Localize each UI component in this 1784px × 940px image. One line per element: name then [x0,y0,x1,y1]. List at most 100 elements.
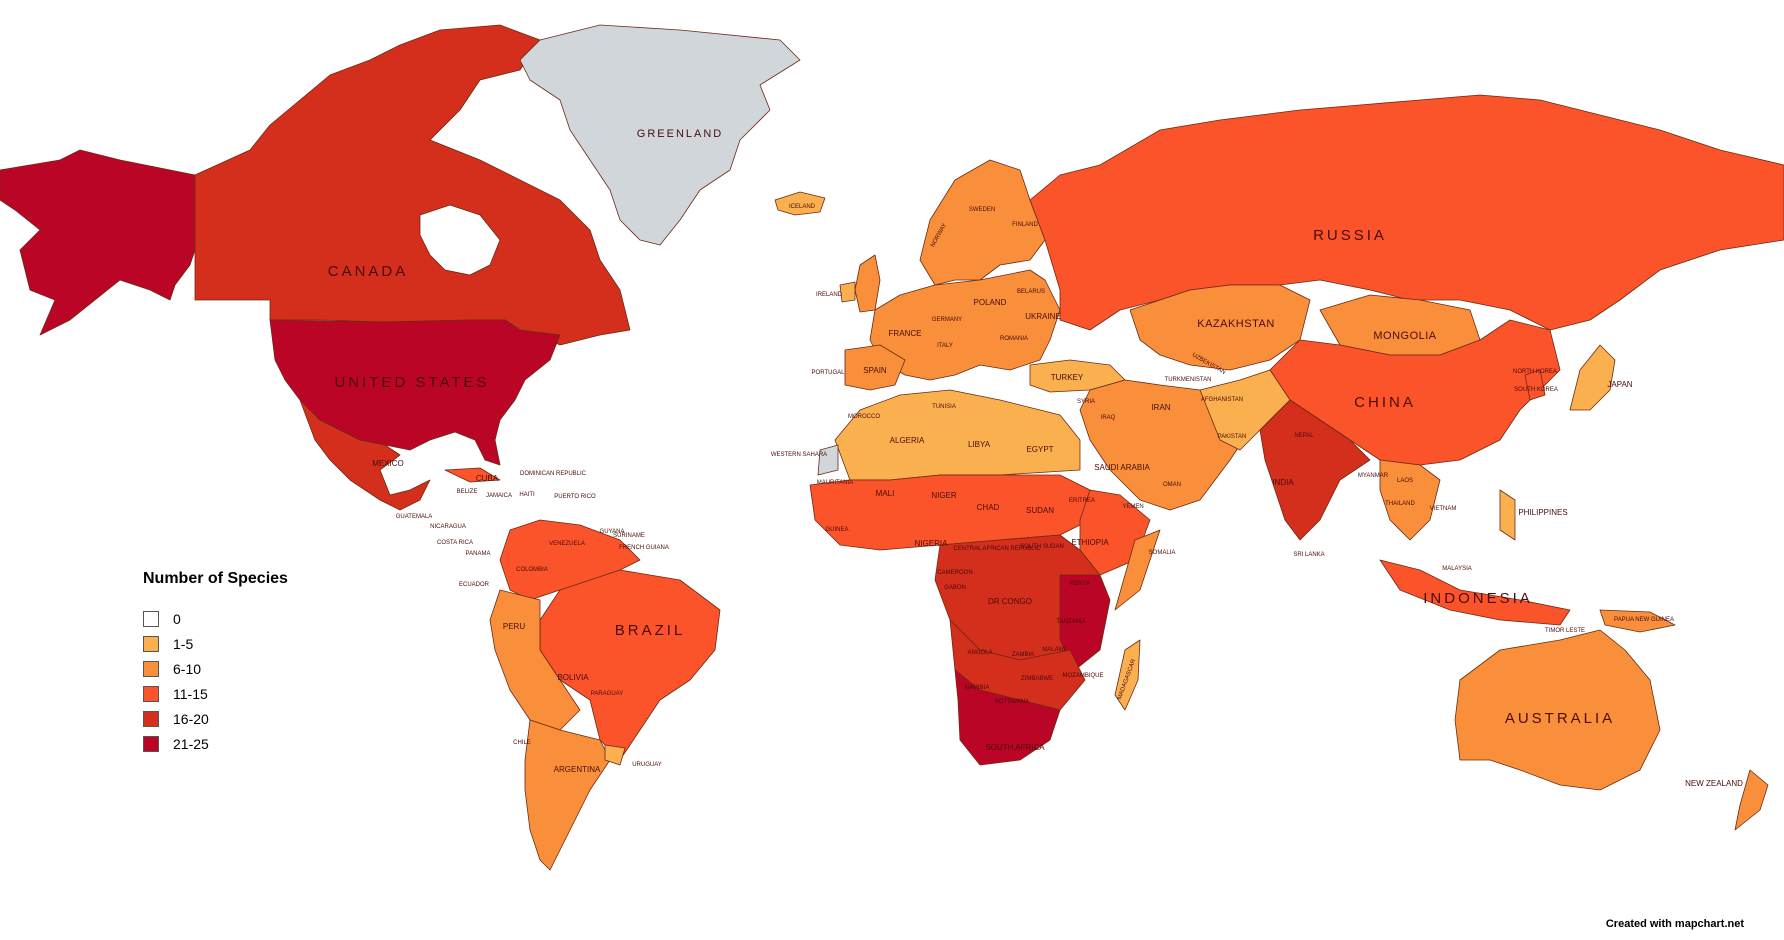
label-timor-leste: TIMOR LESTE [1545,628,1585,634]
label-iceland: ICELAND [789,204,816,210]
label-zambia: ZAMBIA [1012,652,1034,658]
country-united-states[interactable] [269,319,561,466]
label-western-sahara: WESTERN SAHARA [771,452,827,458]
country-japan[interactable] [1569,344,1616,411]
legend-row: 1-5 [143,631,288,656]
label-malawi: MALAWI [1042,647,1066,653]
label-south-africa: SOUTH AFRICA [985,743,1045,752]
label-new-zealand: NEW ZEALAND [1685,779,1743,788]
country-north-africa[interactable] [834,389,1081,481]
country-india[interactable] [1259,399,1371,541]
country-east-africa[interactable] [1059,574,1111,671]
legend-label: 6-10 [173,660,202,677]
label-turkey: TURKEY [1051,373,1084,382]
country-russia[interactable] [1029,94,1784,331]
label-saudi-arabia: SAUDI ARABIA [1094,463,1150,472]
country-madagascar[interactable] [1114,639,1141,711]
label-tunisia: TUNISIA [932,404,956,410]
country-korea[interactable] [1524,369,1546,401]
country-argentina-chile[interactable] [524,719,611,871]
legend-label: 16-20 [173,710,209,727]
label-romania: ROMANIA [1000,336,1028,342]
country-ireland[interactable] [839,281,856,303]
country-new-zealand[interactable] [1734,769,1769,831]
label-dominican-republic: DOMINICAN REPUBLIC [520,471,587,477]
country-greenland [519,24,801,246]
label-guatemala: GUATEMALA [396,514,433,520]
country-somalia[interactable] [1114,529,1161,611]
label-spain: SPAIN [863,366,887,375]
label-south-korea: SOUTH KOREA [1514,387,1558,393]
label-yemen: YEMEN [1122,504,1143,510]
country-uruguay[interactable] [604,744,626,766]
label-mozambique: MOZAMBIQUE [1062,673,1103,679]
label-brazil: BRAZIL [615,622,686,639]
label-myanmar: MYANMAR [1358,473,1389,479]
label-united-states: UNITED STATES [334,374,489,391]
country-south-africa[interactable] [954,669,1061,766]
label-eritrea: ERITREA [1069,498,1095,504]
label-afghanistan: AFGHANISTAN [1201,397,1243,403]
label-guinea: GUINEA [825,527,848,533]
country-mexico[interactable] [299,399,431,511]
label-puerto-rico: PUERTO RICO [554,494,596,500]
label-papua-new-guinea: PAPUA NEW GUINEA [1614,617,1674,623]
label-india: INDIA [1272,478,1294,487]
country-australia[interactable] [1454,629,1661,791]
country-iceland[interactable] [774,191,826,216]
legend-swatch [143,710,159,727]
label-mali: MALI [876,489,895,498]
country-philippines[interactable] [1499,489,1516,541]
label-mongolia: MONGOLIA [1373,330,1436,342]
label-ethiopia: ETHIOPIA [1071,538,1109,547]
country-uk[interactable] [854,254,881,313]
label-kazakhstan: KAZAKHSTAN [1197,318,1275,330]
legend-title: Number of Species [143,570,288,587]
label-sudan: SUDAN [1026,506,1054,515]
label-japan: JAPAN [1607,380,1632,389]
label-french-guiana: FRENCH GUIANA [619,545,669,551]
label-germany: GERMANY [932,317,962,323]
legend-swatch [143,735,159,752]
legend-swatch [143,635,159,652]
label-somalia: SOMALIA [1149,550,1176,556]
label-russia: RUSSIA [1313,227,1387,244]
legend-label: 1-5 [173,635,194,652]
country-alaska[interactable] [0,149,196,336]
label-tanzania: TANZANIA [1056,619,1085,625]
label-niger: NIGER [931,491,957,500]
label-car: CENTRAL AFRICAN REPUBLIC [953,546,1041,552]
country-southeast-asia[interactable] [1379,459,1441,541]
country-cuba[interactable] [444,467,501,483]
label-nigeria: NIGERIA [915,539,949,548]
legend: Number of Species 0 1-5 6-10 11-15 16-20… [143,570,288,756]
label-finland: FINLAND [1012,222,1038,228]
label-greenland: GREENLAND [637,128,723,140]
label-thailand: THAILAND [1385,501,1415,507]
label-bolivia: BOLIVIA [557,673,589,682]
label-venezuela: VENEZUELA [549,541,585,547]
legend-label: 11-15 [173,685,208,702]
legend-row: 6-10 [143,656,288,681]
legend-row: 0 [143,606,288,631]
country-indonesia[interactable] [1379,559,1571,626]
credit-text: Created with mapchart.net [1605,918,1744,930]
label-namibia: NAMIBIA [965,685,990,691]
label-vietnam: VIETNAM [1430,506,1457,512]
country-middle-east[interactable] [1079,379,1251,511]
hudson-bay [419,204,501,276]
label-gabon: GABON [944,585,966,591]
label-argentina: ARGENTINA [554,765,601,774]
label-philippines: PHILIPPINES [1518,508,1567,517]
label-nepal: NEPAL [1294,433,1314,439]
label-ireland: IRELAND [816,292,843,298]
label-sweden: SWEDEN [969,207,995,213]
country-png[interactable] [1599,609,1676,633]
label-costa-rica: COSTA RICA [437,540,473,546]
label-belize: BELIZE [457,489,478,495]
label-syria: SYRIA [1077,399,1095,405]
country-iberia[interactable] [844,344,906,391]
label-ukraine: UKRAINE [1025,312,1061,321]
label-nicaragua: NICARAGUA [430,524,466,530]
